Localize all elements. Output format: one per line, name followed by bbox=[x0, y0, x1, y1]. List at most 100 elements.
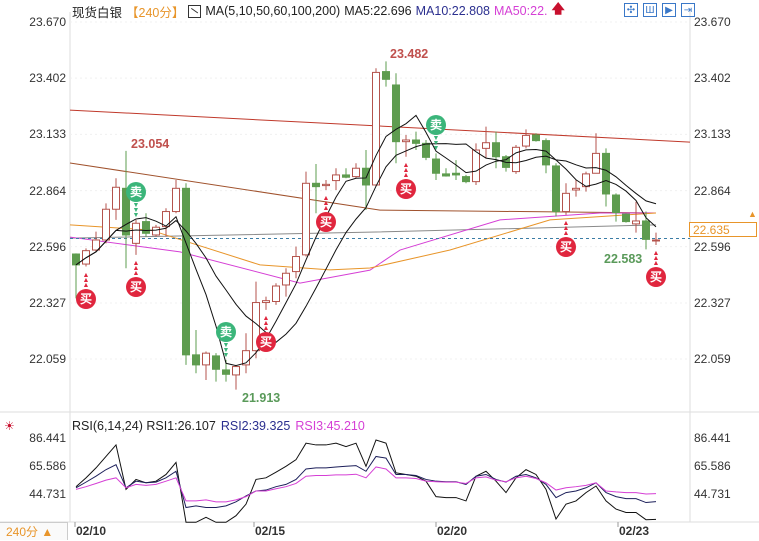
rsi-axis-label: 65.586 bbox=[694, 459, 731, 474]
x-axis-label: 02/23 bbox=[619, 524, 650, 538]
rsi2-line bbox=[75, 455, 657, 509]
right-price-label: 22.864 bbox=[694, 183, 731, 198]
sell-signal[interactable]: 卖 bbox=[216, 321, 236, 342]
candle-body bbox=[112, 186, 120, 210]
period-label[interactable]: 【240分】 bbox=[126, 5, 185, 20]
candle-body bbox=[442, 173, 450, 177]
candle-body bbox=[152, 226, 160, 236]
right-price-label: 22.059 bbox=[694, 352, 731, 367]
buy-arrows-icon: ▲ ▲ ▲ bbox=[562, 219, 570, 237]
candle-body bbox=[462, 176, 470, 183]
sell-arrows-icon: ▼ ▼ ▼ bbox=[432, 135, 440, 153]
red-up-arrow-icon[interactable]: 🡅 bbox=[551, 1, 565, 16]
buy-arrows-icon: ▲ ▲ ▲ bbox=[262, 314, 270, 332]
chart-header: 现货白银 【240分】 MA(5,10,50,60,100,200) MA5:2… bbox=[72, 1, 565, 20]
right-price-label: 23.670 bbox=[694, 15, 731, 29]
candle-body bbox=[542, 140, 550, 166]
rsi-axis-label: 44.731 bbox=[694, 487, 731, 502]
buy-arrows-icon: ▲ ▲ ▲ bbox=[652, 250, 660, 267]
x-axis-label: 02/15 bbox=[255, 524, 286, 538]
candle-body bbox=[622, 213, 630, 223]
indicator-settings-icon[interactable]: ☀ bbox=[4, 419, 15, 433]
ma-line-MA50 bbox=[69, 212, 656, 284]
candle-body bbox=[602, 152, 610, 195]
candle-body bbox=[362, 167, 370, 186]
buy-signal[interactable]: 买 bbox=[126, 276, 146, 297]
rsi-header: RSI(6,14,24) RSI1:26.107 RSI2:39.325 RSI… bbox=[72, 419, 365, 433]
buy-signal[interactable]: 买 bbox=[76, 288, 96, 309]
candle-body bbox=[142, 221, 150, 234]
ma-chart-icon[interactable] bbox=[188, 4, 202, 18]
left-price-label: 23.402 bbox=[29, 71, 66, 86]
period-selector-button[interactable]: 240分 ▲ bbox=[0, 522, 68, 540]
buy-signal[interactable]: 买 bbox=[646, 267, 666, 287]
ma5-value: MA5:22.696 bbox=[344, 4, 412, 18]
buy-signal[interactable]: 买 bbox=[256, 331, 276, 352]
right-price-label: 23.402 bbox=[694, 71, 731, 86]
candle-body bbox=[412, 139, 420, 144]
rsi-axis-label: 65.586 bbox=[29, 459, 66, 474]
sell-arrows-icon: ▼ ▼ ▼ bbox=[222, 341, 230, 359]
candle-body bbox=[352, 167, 360, 178]
candle-body bbox=[432, 158, 440, 174]
candle-body bbox=[202, 352, 210, 366]
candle-body bbox=[102, 208, 110, 241]
candle-body bbox=[382, 71, 390, 80]
instrument-name: 现货白银 bbox=[72, 5, 123, 20]
right-price-label: 22.327 bbox=[694, 295, 731, 310]
current-price-label: 22.635 bbox=[689, 222, 757, 237]
play-chart-icon[interactable]: ▶ bbox=[662, 3, 676, 17]
left-price-label: 23.133 bbox=[29, 127, 66, 142]
candle-body bbox=[262, 300, 270, 304]
left-price-label: 22.059 bbox=[29, 352, 66, 367]
candle-body bbox=[222, 369, 230, 375]
candle-body bbox=[572, 187, 580, 191]
crosshair-icon[interactable]: ✣ bbox=[624, 3, 638, 17]
ma10-value: MA10:22.808 bbox=[415, 4, 490, 18]
buy-signal[interactable]: 买 bbox=[396, 178, 416, 199]
left-price-label: 23.670 bbox=[29, 15, 66, 29]
buy-signal[interactable]: 买 bbox=[556, 236, 576, 257]
candle-body bbox=[212, 355, 220, 370]
candle-body bbox=[512, 146, 520, 173]
candle-body bbox=[632, 220, 640, 225]
rsi1-value: RSI(6,14,24) RSI1:26.107 bbox=[72, 419, 216, 433]
chart-toolbar: ✣ Ш ▶ ⇥ bbox=[624, 3, 695, 17]
x-axis-label: 02/20 bbox=[437, 524, 468, 538]
candle-body bbox=[242, 350, 250, 366]
candle-body bbox=[592, 152, 600, 174]
right-price-label: 23.133 bbox=[694, 127, 731, 142]
candle-body bbox=[522, 134, 530, 147]
candle-body bbox=[272, 285, 280, 302]
candle-body bbox=[552, 165, 560, 213]
ma-params[interactable]: MA(5,10,50,60,100,200) bbox=[205, 4, 341, 18]
x-axis-label: 02/10 bbox=[76, 524, 107, 538]
sell-signal[interactable]: 卖 bbox=[126, 181, 146, 202]
rsi3-line bbox=[75, 466, 657, 503]
candle-body bbox=[282, 272, 290, 286]
candle-body bbox=[492, 142, 500, 158]
right-price-label: 22.596 bbox=[694, 239, 731, 254]
ma50-value: MA50:22. bbox=[493, 4, 548, 18]
current-price-marker-icon: ▲ bbox=[748, 209, 757, 219]
buy-signal[interactable]: 买 bbox=[316, 211, 336, 232]
exit-icon[interactable]: ⇥ bbox=[681, 3, 695, 17]
candle-body bbox=[652, 239, 660, 242]
sell-arrows-icon: ▼ ▼ ▼ bbox=[132, 201, 140, 219]
candle-body bbox=[372, 71, 380, 186]
rsi3-value: RSI3:45.210 bbox=[295, 419, 365, 433]
candle-body bbox=[402, 139, 410, 143]
sell-signal[interactable]: 卖 bbox=[426, 115, 446, 136]
high-label-2: 23.482 bbox=[390, 47, 429, 61]
candle-body bbox=[422, 142, 430, 158]
candle-body bbox=[452, 172, 460, 176]
rsi-axis-label: 44.731 bbox=[29, 487, 66, 502]
bar-chart-icon[interactable]: Ш bbox=[643, 3, 657, 17]
candle-body bbox=[562, 192, 570, 213]
ma5-line bbox=[75, 114, 657, 367]
rsi-axis-label: 86.441 bbox=[694, 431, 731, 446]
candle-body bbox=[192, 354, 200, 366]
candle-body bbox=[392, 84, 400, 143]
candle-body bbox=[232, 366, 240, 376]
